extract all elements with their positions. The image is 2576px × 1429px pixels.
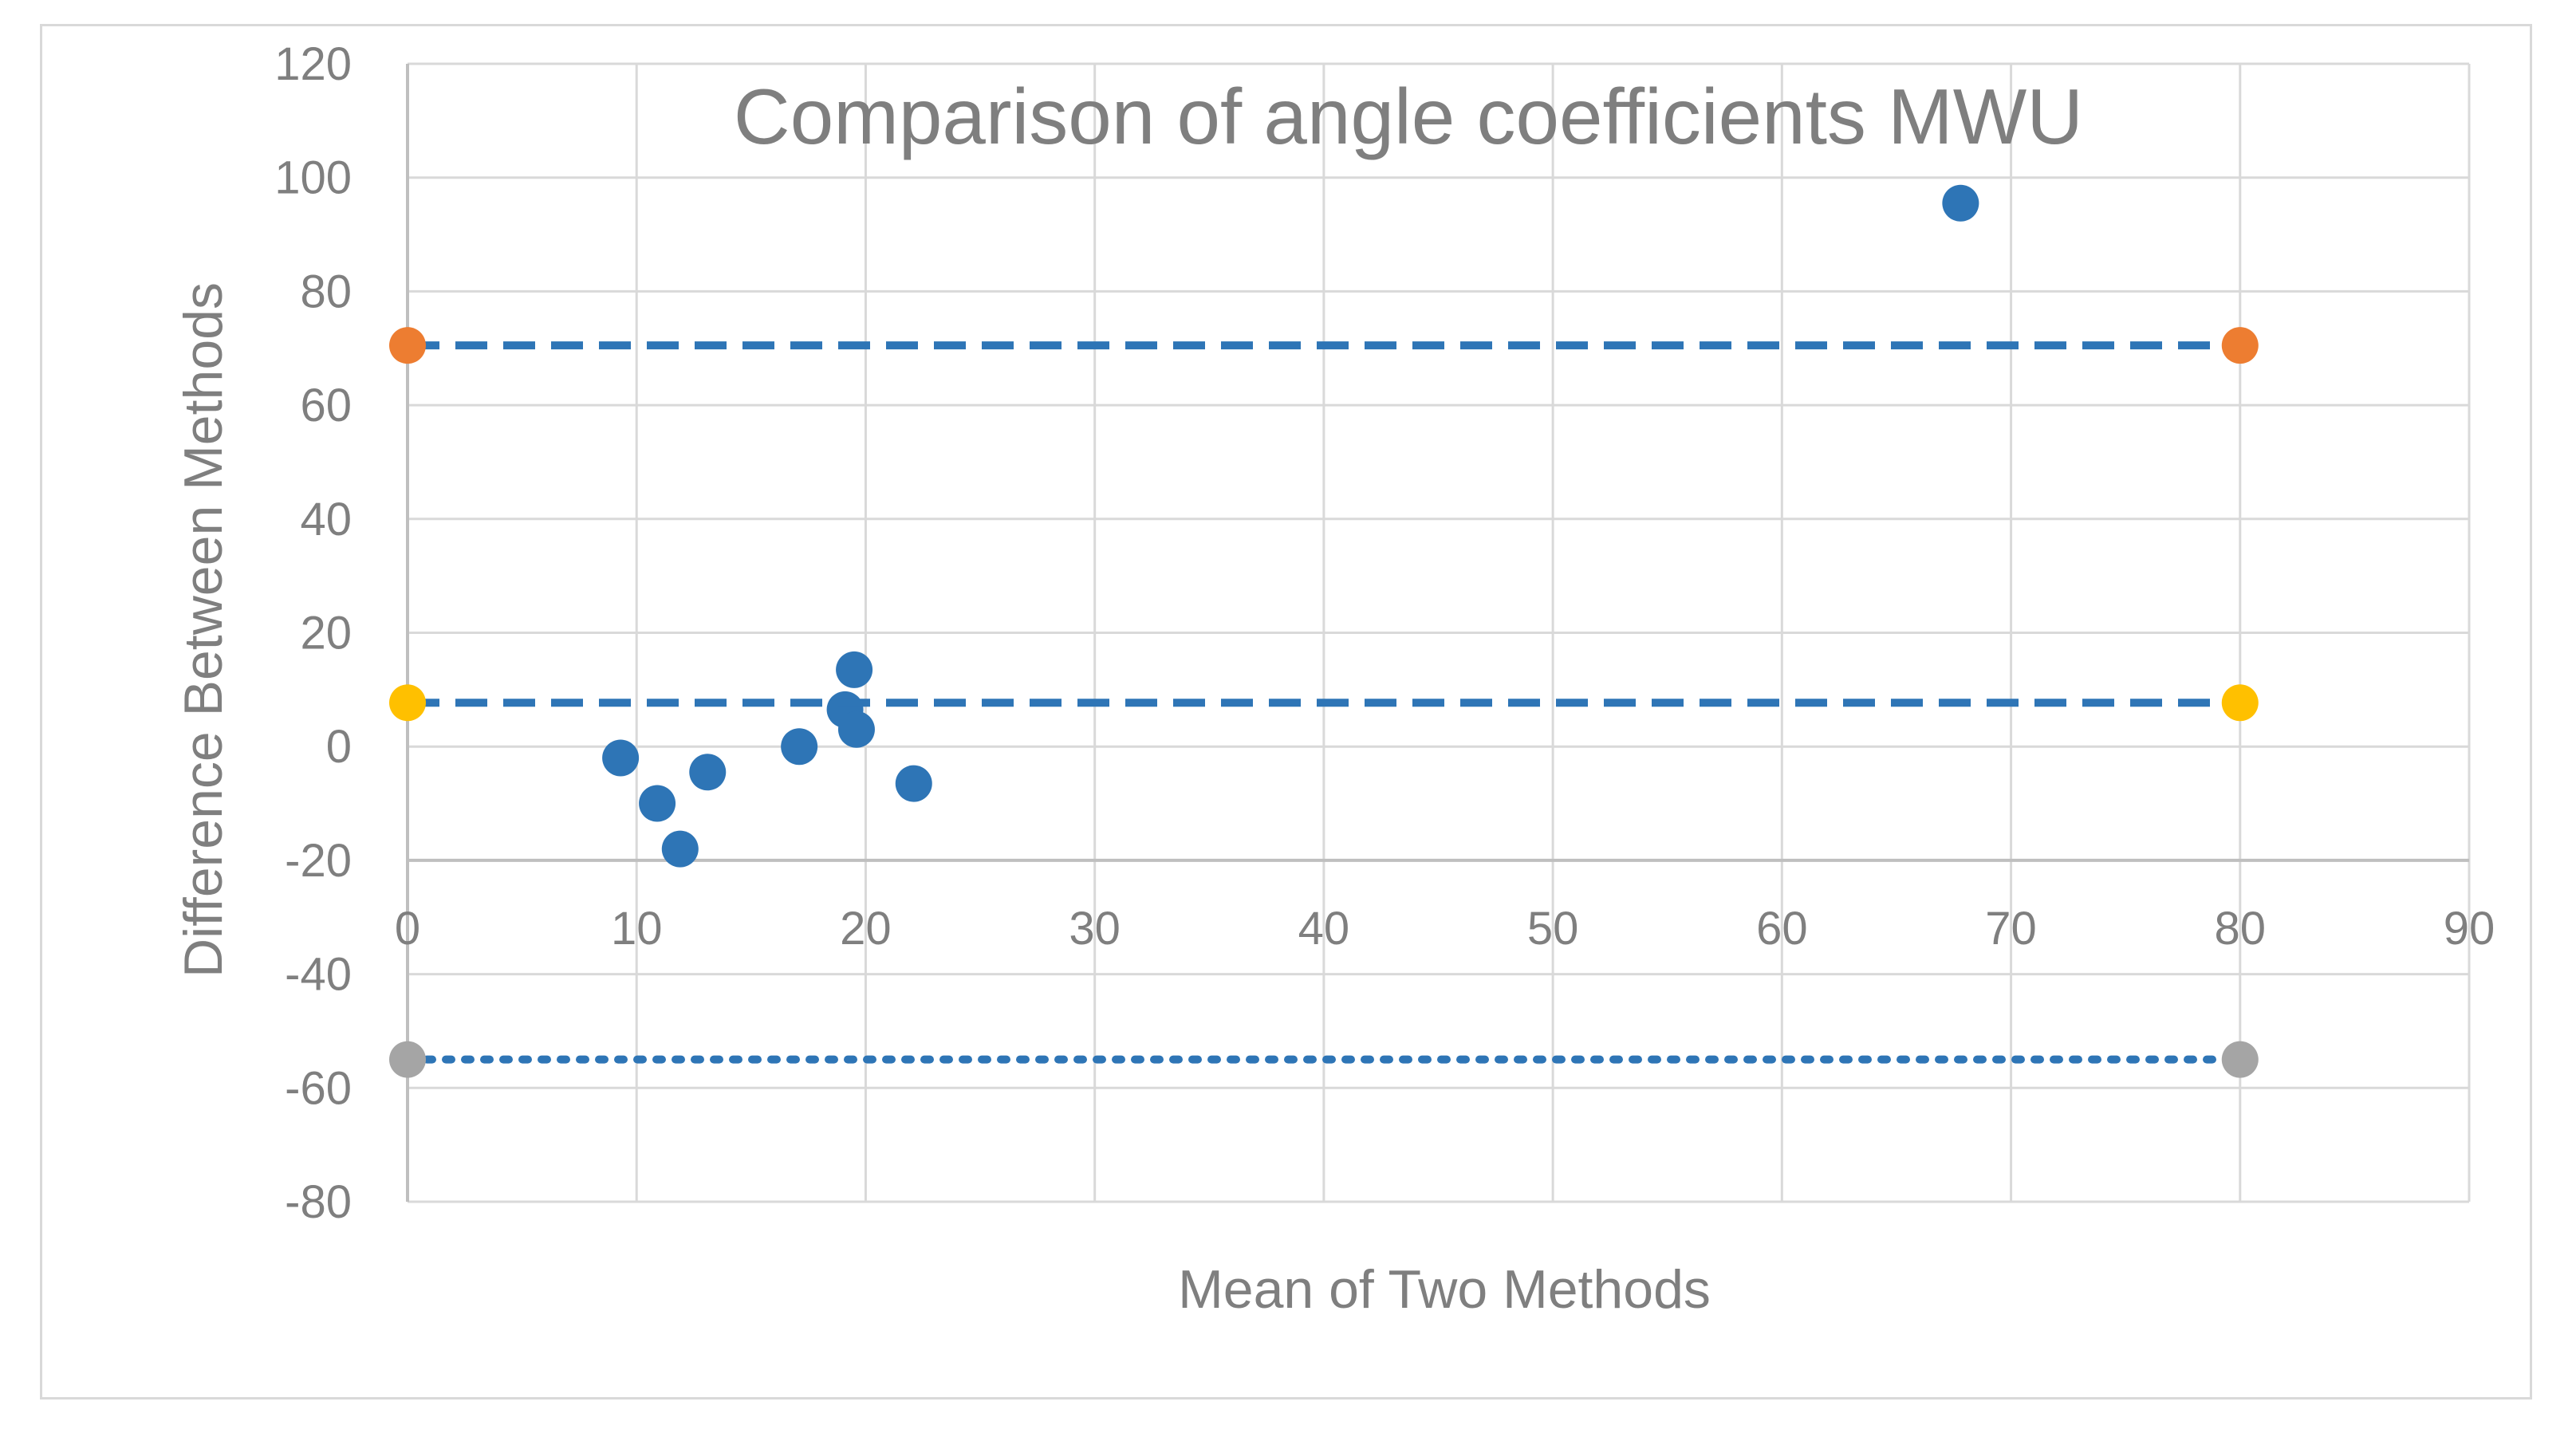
y-tick-label: -40	[285, 949, 352, 1001]
limit-marker	[389, 327, 426, 364]
x-tick-label: 20	[840, 903, 892, 955]
x-tick-label: 40	[1298, 903, 1350, 955]
chart-frame	[40, 24, 2532, 1399]
x-tick-label: 30	[1069, 903, 1121, 955]
y-tick-label: 20	[300, 608, 352, 659]
y-tick-label: -80	[285, 1176, 352, 1228]
x-tick-label: 90	[2444, 903, 2495, 955]
data-point	[639, 785, 676, 822]
y-tick-label: -20	[285, 835, 352, 887]
data-point	[836, 651, 873, 688]
y-tick-label: 100	[274, 152, 352, 204]
limit-marker	[2221, 1041, 2259, 1078]
x-tick-label: 50	[1527, 903, 1579, 955]
x-tick-label: 10	[611, 903, 663, 955]
y-tick-label: -60	[285, 1062, 352, 1114]
data-point	[661, 830, 699, 868]
data-point	[781, 728, 818, 766]
limit-marker	[2221, 684, 2259, 722]
x-tick-label: 0	[395, 903, 420, 955]
data-point	[602, 739, 640, 777]
x-tick-label: 60	[1756, 903, 1808, 955]
x-axis-title: Mean of Two Methods	[1178, 1259, 1711, 1320]
limit-marker	[389, 684, 426, 722]
y-tick-label: 40	[300, 494, 352, 545]
limit-marker	[2221, 327, 2259, 364]
y-tick-label: 60	[300, 380, 352, 431]
y-tick-label: 0	[326, 721, 352, 773]
gridlines	[406, 62, 2471, 1203]
x-tick-label: 70	[1985, 903, 2037, 955]
axes: -80 -60 -40 -20 0 20 40 60 80 100 120 0 10 20 30 40 50 60…	[274, 38, 2495, 1228]
plot-series	[389, 184, 2259, 1078]
y-tick-label: 80	[300, 266, 352, 317]
data-point	[895, 765, 932, 802]
x-tick-label: 80	[2215, 903, 2267, 955]
y-tick-label: 120	[274, 38, 352, 90]
data-point	[837, 711, 875, 748]
y-axis-title: Difference Between Methods	[173, 282, 234, 978]
limit-marker	[389, 1041, 426, 1078]
chart-title: Comparison of angle coefficients MWU	[734, 73, 2083, 160]
data-point	[689, 754, 727, 791]
data-point	[1942, 184, 1979, 222]
